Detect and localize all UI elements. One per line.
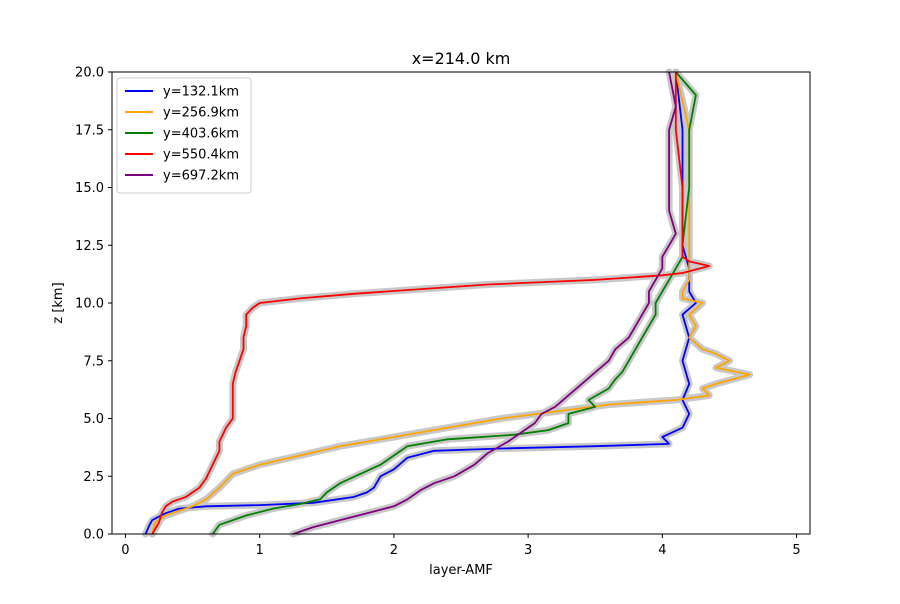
legend-label: y=256.9km xyxy=(163,106,239,121)
x-tick-label: 2 xyxy=(390,543,398,558)
legend-label: y=550.4km xyxy=(163,148,239,163)
y-tick-label: 12.5 xyxy=(75,239,104,254)
legend-label: y=403.6km xyxy=(163,127,239,142)
x-tick-label: 4 xyxy=(658,543,666,558)
y-tick-label: 10.0 xyxy=(75,297,104,312)
x-tick-label: 0 xyxy=(121,543,129,558)
y-tick-label: 15.0 xyxy=(75,181,104,196)
y-tick-label: 7.5 xyxy=(83,354,104,369)
legend: y=132.1km y=256.9km y=403.6km y=550.4km y=69… xyxy=(116,77,252,194)
legend-label: y=132.1km xyxy=(163,85,239,100)
y-tick-label: 2.5 xyxy=(83,470,104,485)
x-axis-ticks: 0 1 2 3 4 5 xyxy=(121,534,801,558)
y-tick-label: 20.0 xyxy=(75,66,104,81)
legend-frame xyxy=(116,77,252,194)
legend-label: y=697.2km xyxy=(163,169,239,184)
y-tick-label: 17.5 xyxy=(75,123,104,138)
series-line-5 xyxy=(292,71,677,535)
series-lines xyxy=(144,71,751,535)
y-tick-label: 0.0 xyxy=(83,528,104,543)
y-axis-ticks: 0.0 2.5 5.0 7.5 10.0 12.5 15.0 17.5 20.0 xyxy=(75,66,112,543)
x-tick-label: 5 xyxy=(792,543,800,558)
x-axis-label: layer-AMF xyxy=(429,563,493,578)
series-band-5 xyxy=(289,68,680,538)
y-axis-label: z [km] xyxy=(51,282,66,323)
chart-title: x=214.0 km xyxy=(412,49,511,68)
series-line-3 xyxy=(211,71,697,535)
series-line-4 xyxy=(151,72,711,535)
y-tick-label: 5.0 xyxy=(83,412,104,427)
x-tick-label: 1 xyxy=(256,543,264,558)
x-tick-label: 3 xyxy=(524,543,532,558)
series-line-2 xyxy=(151,71,751,535)
series-line-1 xyxy=(144,71,697,535)
